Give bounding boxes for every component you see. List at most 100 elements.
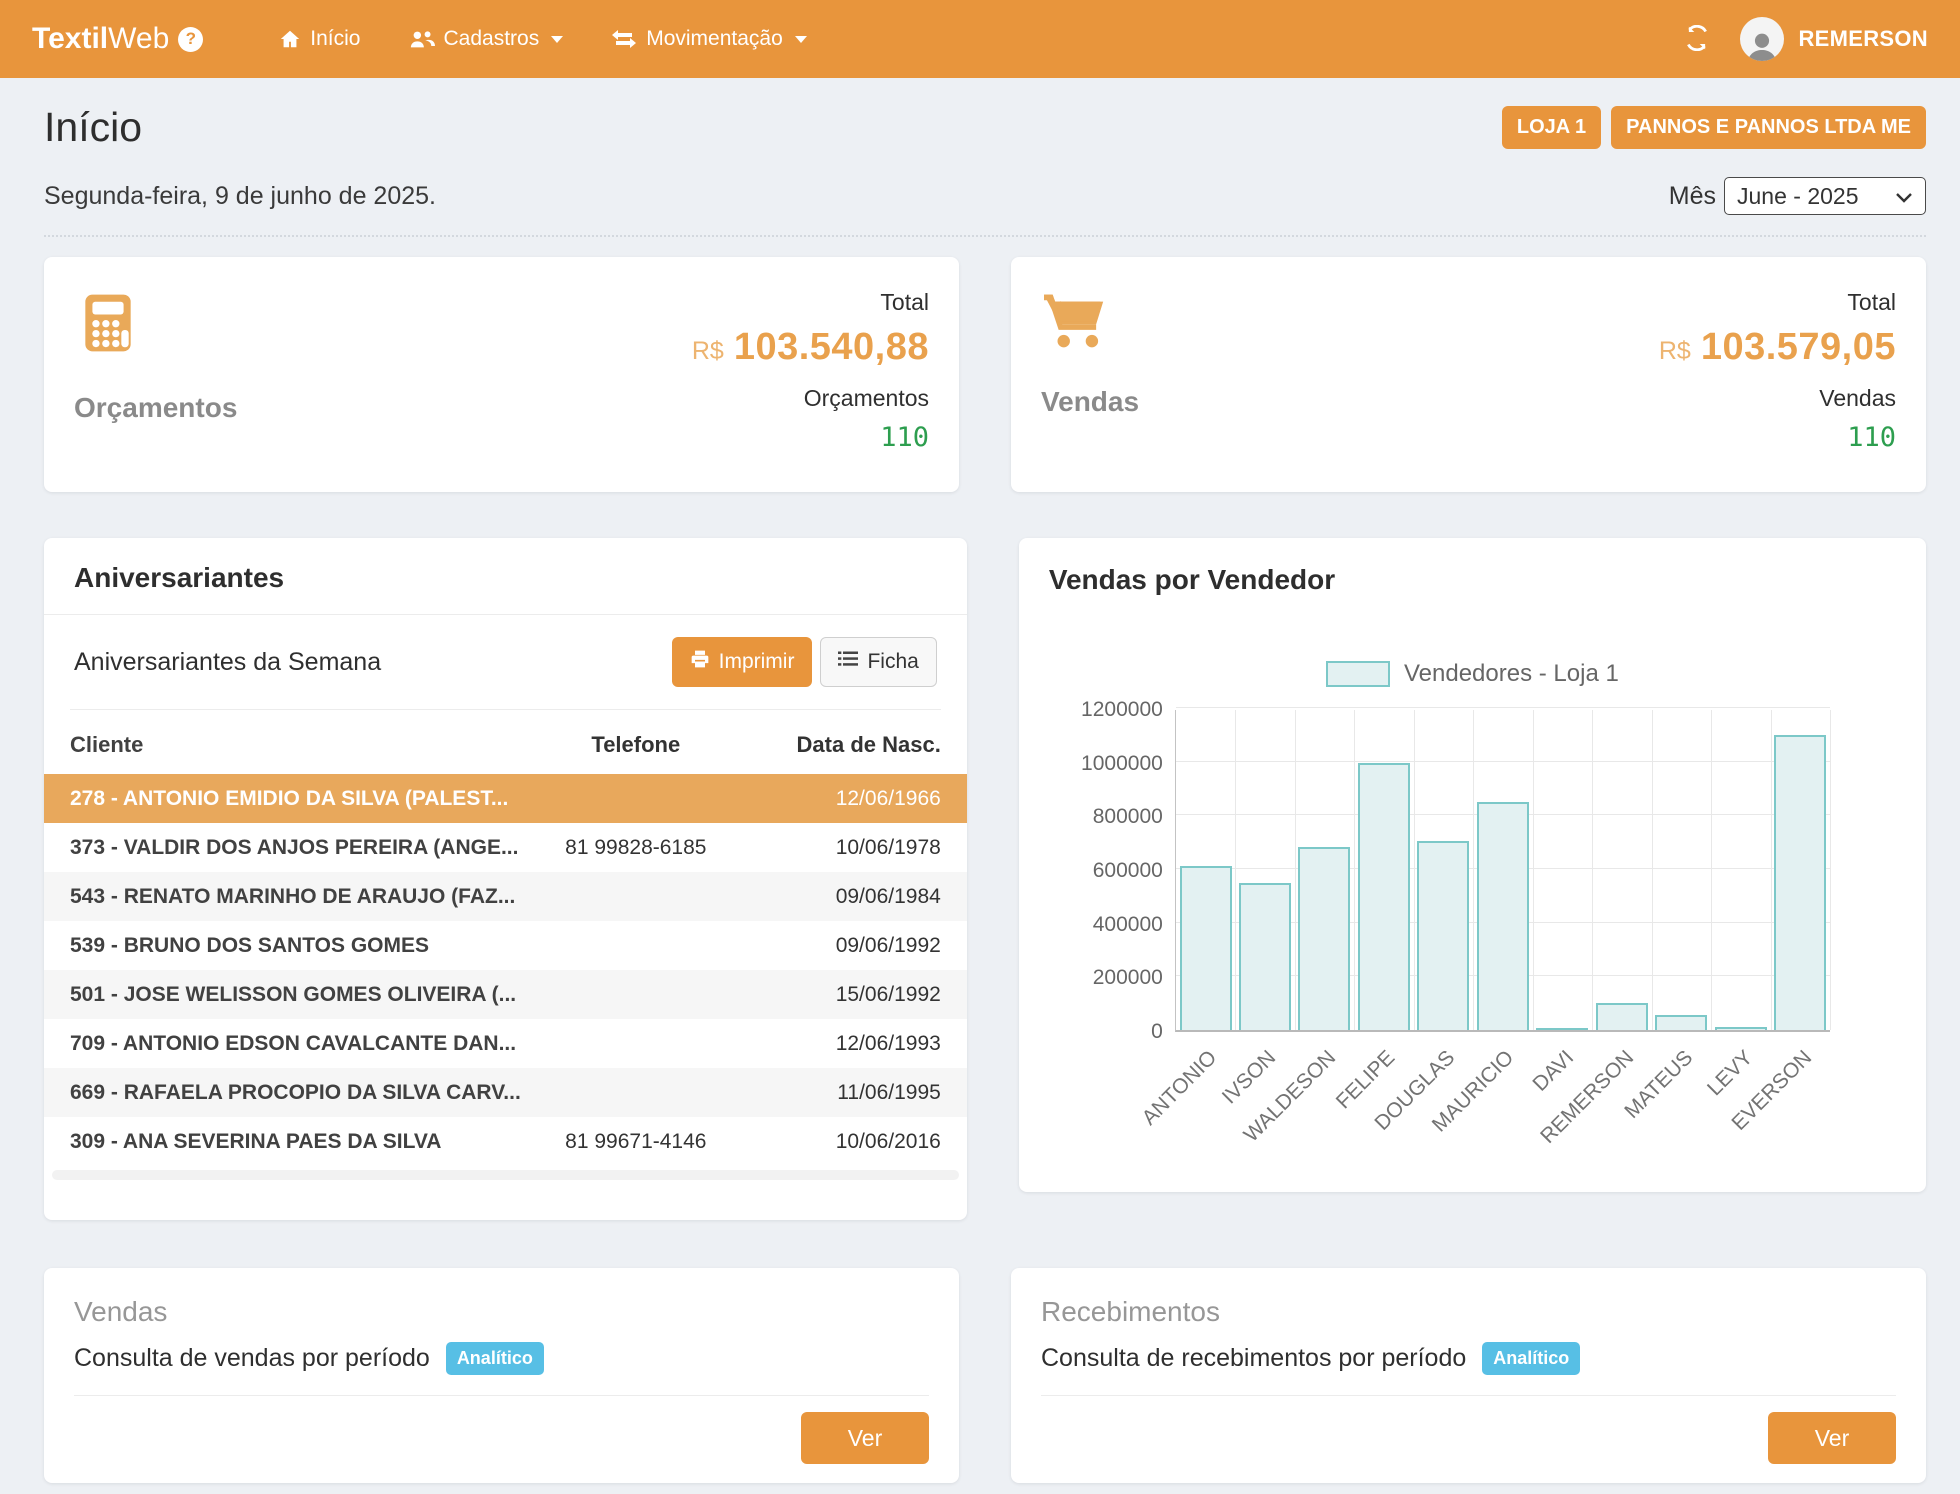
gridline [1176, 707, 1830, 708]
bar-felipe[interactable] [1358, 763, 1410, 1030]
nav-item-cadastros[interactable]: Cadastros [385, 0, 588, 78]
table-row[interactable]: 501 - JOSE WELISSON GOMES OLIVEIRA (...1… [44, 970, 967, 1019]
chart-legend[interactable]: Vendedores - Loja 1 [1049, 660, 1896, 688]
users-icon [409, 28, 435, 50]
chevron-down-icon [551, 36, 563, 43]
column-cliente: Cliente [70, 732, 521, 758]
company-badge: PANNOS E PANNOS LTDA ME [1611, 106, 1926, 149]
card-label: Orçamentos [74, 392, 237, 424]
client-name: 539 - BRUNO DOS SANTOS GOMES [70, 934, 521, 958]
bar-remerson[interactable] [1596, 1003, 1648, 1030]
ficha-button[interactable]: Ficha [820, 637, 936, 687]
panel-subtitle: Aniversariantes da Semana [74, 648, 381, 677]
client-name: 543 - RENATO MARINHO DE ARAUJO (FAZ... [70, 885, 521, 909]
brand-bold: Textil [32, 22, 108, 55]
gridline [1235, 710, 1236, 1030]
client-name: 669 - RAFAELA PROCOPIO DA SILVA CARV... [70, 1081, 521, 1105]
exchange-icon [611, 28, 637, 50]
username: REMERSON [1798, 26, 1928, 52]
imprimir-button[interactable]: Imprimir [672, 637, 813, 687]
user-menu[interactable]: REMERSON [1740, 17, 1928, 61]
divider [70, 709, 941, 710]
vendas-card: Vendas Total R$ 103.579,05 Vendas 110 [1011, 257, 1926, 492]
divider [44, 235, 1926, 237]
y-tick-label: 1000000 [1081, 752, 1163, 776]
table-row[interactable]: 539 - BRUNO DOS SANTOS GOMES 09/06/1992 [44, 921, 967, 970]
client-birthdate: 11/06/1995 [751, 1081, 941, 1105]
legend-swatch [1326, 661, 1390, 687]
gridline [1652, 710, 1653, 1030]
ver-button[interactable]: Ver [801, 1412, 929, 1464]
action-card-title: Vendas [74, 1296, 929, 1328]
chart-x-axis: ANTONIOIVSONWALDESONFELIPEDOUGLASMAURICI… [1175, 1032, 1830, 1162]
bar-douglas[interactable] [1417, 841, 1469, 1030]
refresh-button[interactable] [1684, 25, 1710, 54]
brand-logo[interactable]: TextilWeb ? [32, 22, 203, 56]
cart-icon [1041, 289, 1139, 356]
current-date: Segunda-feira, 9 de junho de 2025. [44, 182, 436, 211]
avatar [1740, 17, 1784, 61]
gridline [1295, 710, 1296, 1030]
client-birthdate: 12/06/1993 [751, 1032, 941, 1056]
chart-y-axis: 020000040000060000080000010000001200000 [1049, 710, 1175, 1032]
bar-everson[interactable] [1774, 735, 1826, 1030]
count-label: Vendas [1819, 385, 1896, 412]
table-row[interactable]: 543 - RENATO MARINHO DE ARAUJO (FAZ...09… [44, 872, 967, 921]
client-name: 309 - ANA SEVERINA PAES DA SILVA [70, 1130, 521, 1154]
bar-mauricio[interactable] [1477, 802, 1529, 1030]
analitico-badge: Analítico [1482, 1342, 1580, 1375]
bar-ivson[interactable] [1239, 883, 1291, 1030]
list-icon [838, 650, 858, 674]
analitico-badge: Analítico [446, 1342, 544, 1375]
bar-davi[interactable] [1536, 1028, 1588, 1030]
client-birthdate: 09/06/1992 [751, 934, 941, 958]
y-tick-label: 200000 [1093, 966, 1163, 990]
horizontal-scrollbar[interactable] [52, 1170, 959, 1180]
bar-waldeson[interactable] [1298, 847, 1350, 1030]
action-card-description: Consulta de vendas por período [74, 1344, 430, 1373]
y-tick-label: 1200000 [1081, 698, 1163, 722]
total-value: 103.579,05 [1701, 326, 1896, 369]
divider [74, 1395, 929, 1396]
bar-mateus[interactable] [1655, 1015, 1707, 1030]
count-label: Orçamentos [804, 385, 929, 412]
client-phone: 81 99671-4146 [521, 1130, 751, 1154]
y-tick-label: 600000 [1093, 859, 1163, 883]
brand-light: Web [108, 22, 169, 55]
count-value: 110 [1847, 422, 1896, 453]
table-row[interactable]: 278 - ANTONIO EMIDIO DA SILVA (PALEST...… [44, 774, 967, 823]
client-birthdate: 15/06/1992 [751, 983, 941, 1007]
gridline [1354, 710, 1355, 1030]
printer-icon [690, 649, 710, 675]
month-label: Mês [1669, 182, 1716, 211]
table-row[interactable]: 709 - ANTONIO EDSON CAVALCANTE DAN...12/… [44, 1019, 967, 1068]
total-value: 103.540,88 [734, 326, 929, 369]
table-row[interactable]: 373 - VALDIR DOS ANJOS PEREIRA (ANGE...8… [44, 823, 967, 872]
table-row[interactable]: 309 - ANA SEVERINA PAES DA SILVA81 99671… [44, 1117, 967, 1166]
recebimentos-action-card: Recebimentos Consulta de recebimentos po… [1011, 1268, 1926, 1483]
client-birthdate: 10/06/1978 [751, 836, 941, 860]
calculator-icon [74, 289, 237, 362]
gridline [1533, 710, 1534, 1030]
action-card-title: Recebimentos [1041, 1296, 1896, 1328]
currency-symbol: R$ [1659, 337, 1691, 366]
ficha-label: Ficha [867, 650, 918, 674]
table-row[interactable]: 669 - RAFAELA PROCOPIO DA SILVA CARV... 1… [44, 1068, 967, 1117]
month-select[interactable]: June - 2025 [1724, 177, 1926, 215]
page-title: Início [44, 104, 142, 151]
nav-item-label: Movimentação [646, 27, 783, 51]
aniversariantes-panel: Aniversariantes Aniversariantes da Seman… [44, 538, 967, 1220]
y-tick-label: 0 [1151, 1020, 1163, 1044]
bar-levy[interactable] [1715, 1027, 1767, 1030]
nav-item-movimentacao[interactable]: Movimentação [587, 0, 831, 78]
ver-button[interactable]: Ver [1768, 1412, 1896, 1464]
bar-antonio[interactable] [1180, 866, 1232, 1030]
gridline [1711, 710, 1712, 1030]
nav-item-inicio[interactable]: Início [255, 0, 384, 78]
birthday-table-body: 278 - ANTONIO EMIDIO DA SILVA (PALEST...… [44, 774, 967, 1166]
nav-item-label: Cadastros [444, 27, 540, 51]
help-icon[interactable]: ? [178, 27, 203, 52]
y-tick-label: 400000 [1093, 913, 1163, 937]
column-nasc: Data de Nasc. [751, 732, 941, 758]
vendas-action-card: Vendas Consulta de vendas por período An… [44, 1268, 959, 1483]
